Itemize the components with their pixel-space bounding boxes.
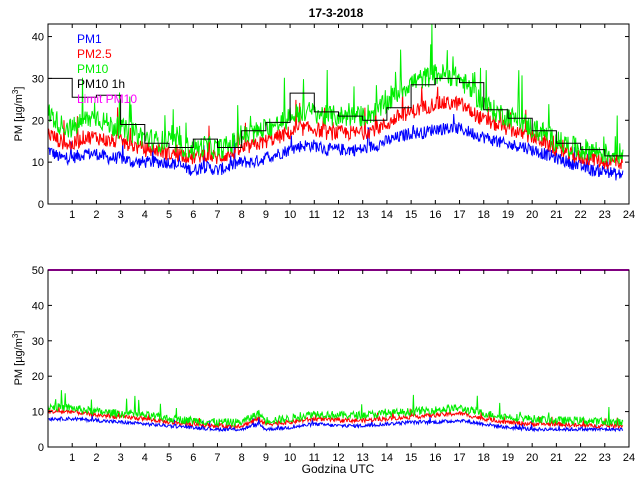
top-y-axis-label-sup: 3 [11, 89, 20, 94]
top-x-tick-label: 15 [405, 209, 417, 221]
top-x-tick-label: 3 [118, 209, 124, 221]
top-y-tick-label: 0 [38, 199, 44, 211]
top-x-tick-label: 10 [284, 209, 296, 221]
bottom-x-tick-label: 17 [453, 452, 465, 464]
top-x-tick-label: 14 [381, 209, 393, 221]
bottom-x-tick-label: 1 [69, 452, 75, 464]
legend-item-limit-pm10: Limit PM10 [77, 92, 137, 106]
top-x-tick-label: 21 [550, 209, 562, 221]
top-x-tick-label: 7 [214, 209, 220, 221]
bottom-y-axis-label-main: PM [µg/m [13, 338, 25, 385]
top-x-tick-label: 2 [93, 209, 99, 221]
bottom-y-tick-label: 20 [32, 371, 44, 383]
bottom-y-tick-label: 30 [32, 336, 44, 348]
top-x-tick-label: 17 [453, 209, 465, 221]
top-x-tick-label: 1 [69, 209, 75, 221]
legend-item-pm10: PM10 [77, 62, 109, 76]
bottom-x-tick-label: 2 [93, 452, 99, 464]
top-series-pm10-1h [48, 77, 629, 157]
chart-title: 17-3-2018 [309, 6, 364, 20]
top-x-tick-label: 22 [574, 209, 586, 221]
bottom-y-axis-label: PM [µg/m3] [11, 331, 25, 386]
bottom-panel: 1 2 3 4 5 6 7 8 9 10 11 12 13 14 15 16 17 18 19 20 21 22 23 240… [11, 265, 635, 476]
bottom-series-group [47, 269, 629, 433]
bottom-x-tick-label: 8 [239, 452, 245, 464]
bottom-y-axis-label-close: ] [13, 331, 25, 334]
top-x-tick-label: 20 [526, 209, 538, 221]
legend-item-pm10-1h: PM10 1h [77, 77, 125, 91]
top-x-tick-label: 19 [502, 209, 514, 221]
top-x-tick-label: 11 [309, 209, 320, 221]
x-axis-label: Godzina UTC [302, 462, 375, 476]
bottom-x-tick-label: 23 [599, 452, 611, 464]
bottom-x-tick-label: 21 [550, 452, 562, 464]
bottom-x-tick-label: 12 [332, 452, 344, 464]
bottom-x-tick-label: 22 [574, 452, 586, 464]
bottom-x-tick-label: 13 [357, 452, 369, 464]
bottom-x-tick-label: 5 [166, 452, 172, 464]
legend-item-pm2-5: PM2.5 [77, 47, 112, 61]
bottom-x-tick-label: 19 [502, 452, 514, 464]
top-y-tick-label: 40 [32, 32, 44, 44]
top-y-tick-label: 20 [32, 115, 44, 127]
top-series-pm10 [47, 23, 624, 164]
bottom-y-tick-label: 50 [32, 265, 44, 277]
bottom-x-tick-label: 14 [381, 452, 393, 464]
bottom-x-tick-label: 15 [405, 452, 417, 464]
top-x-tick-label: 18 [478, 209, 490, 221]
bottom-x-tick-label: 9 [263, 452, 269, 464]
top-series-pm1 [47, 113, 624, 181]
top-panel: 1 2 3 4 5 6 7 8 9 10 11 12 13 14 15 16 17 18 19 20 21 22 23 240… [11, 23, 635, 221]
top-ticks-group: 1 2 3 4 5 6 7 8 9 10 11 12 13 14 15 16 17 18 19 20 21 22 23 240… [32, 24, 635, 221]
top-x-tick-label: 12 [332, 209, 344, 221]
top-x-tick-label: 23 [599, 209, 611, 221]
top-y-tick-label: 30 [32, 73, 44, 85]
bottom-x-tick-label: 7 [214, 452, 220, 464]
bottom-x-tick-label: 24 [623, 452, 635, 464]
bottom-y-tick-label: 40 [32, 300, 44, 312]
top-y-axis-label-main: PM [µg/m [13, 94, 25, 141]
top-x-tick-label: 13 [357, 209, 369, 221]
bottom-x-tick-label: 6 [190, 452, 196, 464]
bottom-y-axis-label-sup: 3 [11, 333, 20, 338]
bottom-series-pm1 [47, 414, 624, 433]
top-series-group [47, 23, 629, 181]
bottom-x-tick-label: 3 [118, 452, 124, 464]
legend-item-pm1: PM1 [77, 32, 102, 46]
top-x-tick-label: 4 [142, 209, 148, 221]
top-y-tick-label: 10 [32, 157, 44, 169]
bottom-series-pm2-5 [47, 406, 624, 430]
bottom-x-tick-label: 11 [309, 452, 320, 464]
top-x-tick-label: 9 [263, 209, 269, 221]
top-x-tick-label: 5 [166, 209, 172, 221]
bottom-series-pm10 [47, 390, 624, 428]
top-x-tick-label: 6 [190, 209, 196, 221]
bottom-x-tick-label: 18 [478, 452, 490, 464]
bottom-y-tick-label: 0 [38, 442, 44, 454]
top-x-tick-label: 16 [429, 209, 441, 221]
top-y-axis-label: PM [µg/m3] [11, 87, 25, 142]
bottom-x-tick-label: 20 [526, 452, 538, 464]
top-x-tick-label: 24 [623, 209, 635, 221]
top-y-axis-label-close: ] [13, 87, 25, 90]
bottom-x-tick-label: 4 [142, 452, 148, 464]
bottom-y-tick-label: 10 [32, 407, 44, 419]
bottom-x-tick-label: 16 [429, 452, 441, 464]
top-x-tick-label: 8 [239, 209, 245, 221]
bottom-x-tick-label: 10 [284, 452, 296, 464]
bottom-ticks-group: 1 2 3 4 5 6 7 8 9 10 11 12 13 14 15 16 17 18 19 20 21 22 23 240… [32, 265, 635, 464]
